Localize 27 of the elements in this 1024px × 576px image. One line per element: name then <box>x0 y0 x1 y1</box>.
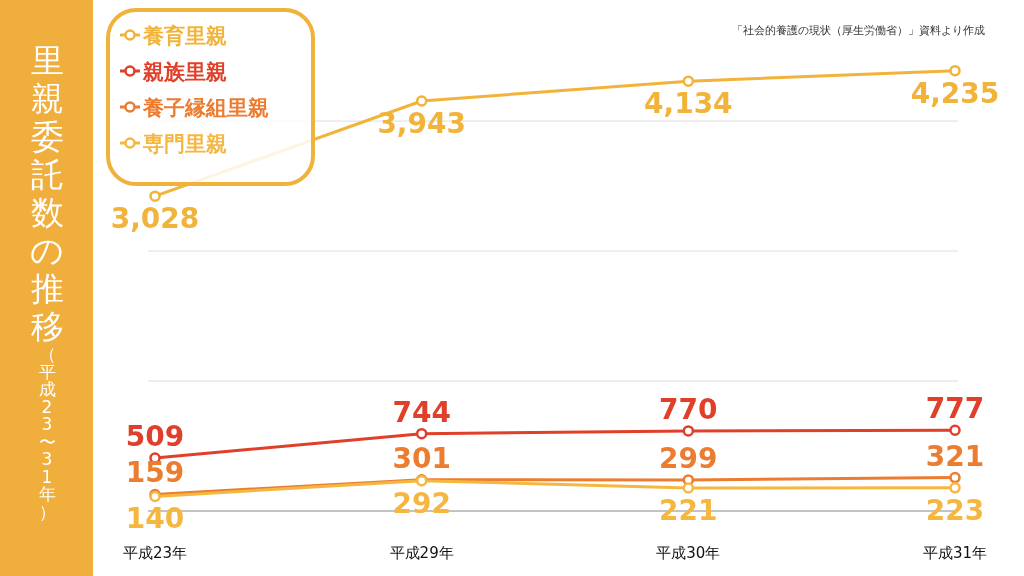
data-label: 223 <box>925 493 985 527</box>
legend-label: 養子縁組里親 <box>142 96 269 120</box>
data-label: 3,028 <box>110 202 200 236</box>
subtitle: （平成23〜31年） <box>38 344 56 522</box>
title: 里親委託数の推移 <box>30 41 64 346</box>
data-label: 221 <box>659 494 718 528</box>
data-label: 509 <box>125 420 185 454</box>
x-tick-label: 平成23年 <box>122 544 188 562</box>
data-label: 744 <box>392 395 451 429</box>
data-label: 159 <box>125 456 185 490</box>
legend-label: 親族里親 <box>142 60 227 84</box>
legend-label: 専門里親 <box>142 132 227 156</box>
data-label: 4,235 <box>910 76 1000 110</box>
data-label: 140 <box>125 502 185 536</box>
x-tick-label: 平成30年 <box>656 544 721 562</box>
data-label: 321 <box>925 439 985 473</box>
data-label: 3,943 <box>377 107 466 140</box>
text: 「社会的養護の現状（厚生労働省）」資料より作成 <box>732 24 985 37</box>
legend-label: 養育里親 <box>142 24 227 48</box>
data-label: 292 <box>392 486 451 520</box>
data-label: 299 <box>659 441 718 475</box>
data-label: 770 <box>659 392 718 426</box>
x-tick-label: 平成31年 <box>922 544 988 562</box>
x-tick-label: 平成29年 <box>389 544 454 562</box>
data-label: 4,134 <box>644 87 733 121</box>
data-label: 777 <box>925 392 985 426</box>
data-label: 301 <box>392 441 451 475</box>
